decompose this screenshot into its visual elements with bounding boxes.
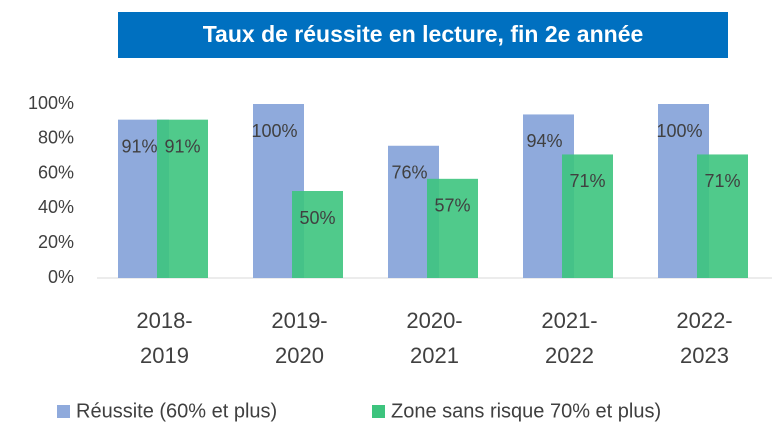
legend-swatch [57, 405, 70, 418]
chart-title: Taux de réussite en lecture, fin 2e anné… [203, 21, 644, 47]
value-label: 57% [434, 196, 470, 216]
bar [427, 178, 478, 278]
legend-label: Réussite (60% et plus) [76, 400, 277, 422]
y-tick-label: 20% [38, 232, 74, 252]
value-label: 100% [251, 121, 297, 141]
y-tick-label: 60% [38, 162, 74, 182]
x-tick-label: 2021-2022 [541, 308, 597, 368]
y-tick-label: 80% [38, 128, 74, 148]
y-tick-label: 100% [28, 93, 74, 113]
value-label: 94% [526, 131, 562, 151]
title-banner [118, 12, 728, 58]
value-label: 71% [569, 171, 605, 191]
bar [562, 154, 613, 278]
x-tick-label: 2020-2021 [406, 308, 462, 368]
bar [697, 154, 748, 278]
bar [157, 119, 208, 278]
value-label: 100% [656, 121, 702, 141]
x-tick-label: 2018-2019 [136, 308, 192, 368]
legend-swatch [372, 405, 385, 418]
value-label: 71% [704, 171, 740, 191]
x-tick-label: 2022-2023 [676, 308, 732, 368]
legend-label: Zone sans risque 70% et plus) [391, 400, 661, 422]
value-label: 91% [164, 136, 200, 156]
bar [292, 191, 343, 278]
value-label: 91% [121, 136, 157, 156]
value-label: 76% [391, 163, 427, 183]
y-tick-label: 0% [48, 267, 74, 287]
y-tick-label: 40% [38, 197, 74, 217]
value-label: 50% [299, 208, 335, 228]
x-tick-label: 2019-2020 [271, 308, 327, 368]
